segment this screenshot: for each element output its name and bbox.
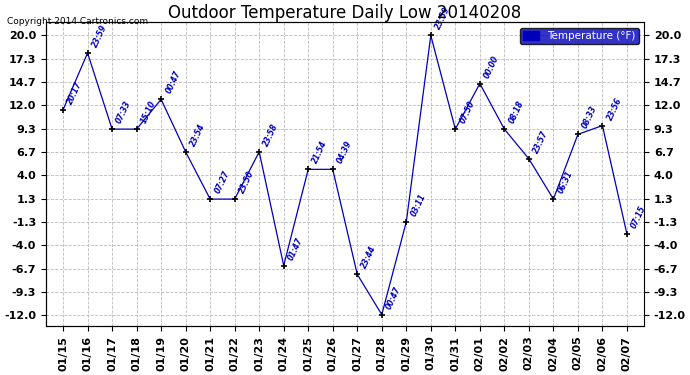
Text: 07:15: 07:15 bbox=[630, 204, 648, 230]
Text: 23:44: 23:44 bbox=[360, 244, 378, 270]
Text: 23:57: 23:57 bbox=[532, 129, 550, 154]
Text: 04:39: 04:39 bbox=[335, 140, 354, 165]
Text: 01:47: 01:47 bbox=[286, 236, 305, 261]
Text: 07:33: 07:33 bbox=[115, 99, 133, 125]
Text: 08:33: 08:33 bbox=[581, 105, 599, 130]
Text: 23:54: 23:54 bbox=[188, 122, 207, 148]
Text: 06:31: 06:31 bbox=[556, 170, 575, 195]
Text: 00:47: 00:47 bbox=[164, 70, 182, 95]
Text: 23:50: 23:50 bbox=[237, 170, 256, 195]
Text: 07:27: 07:27 bbox=[213, 170, 231, 195]
Text: 03:11: 03:11 bbox=[409, 192, 427, 217]
Text: 20:17: 20:17 bbox=[66, 80, 84, 106]
Text: 21:54: 21:54 bbox=[311, 140, 329, 165]
Title: Outdoor Temperature Daily Low 20140208: Outdoor Temperature Daily Low 20140208 bbox=[168, 4, 522, 22]
Text: 08:18: 08:18 bbox=[507, 99, 526, 125]
Text: 00:47: 00:47 bbox=[384, 285, 403, 310]
Text: 23:59: 23:59 bbox=[90, 23, 108, 49]
Text: Copyright 2014 Cartronics.com: Copyright 2014 Cartronics.com bbox=[7, 17, 148, 26]
Text: 07:50: 07:50 bbox=[458, 99, 476, 125]
Text: 15:10: 15:10 bbox=[139, 99, 158, 125]
Text: 00:00: 00:00 bbox=[482, 54, 501, 80]
Text: 23:58: 23:58 bbox=[262, 122, 280, 148]
Text: 23:59: 23:59 bbox=[433, 6, 452, 31]
Legend: Temperature (°F): Temperature (°F) bbox=[520, 27, 639, 44]
Text: 23:56: 23:56 bbox=[605, 96, 624, 122]
